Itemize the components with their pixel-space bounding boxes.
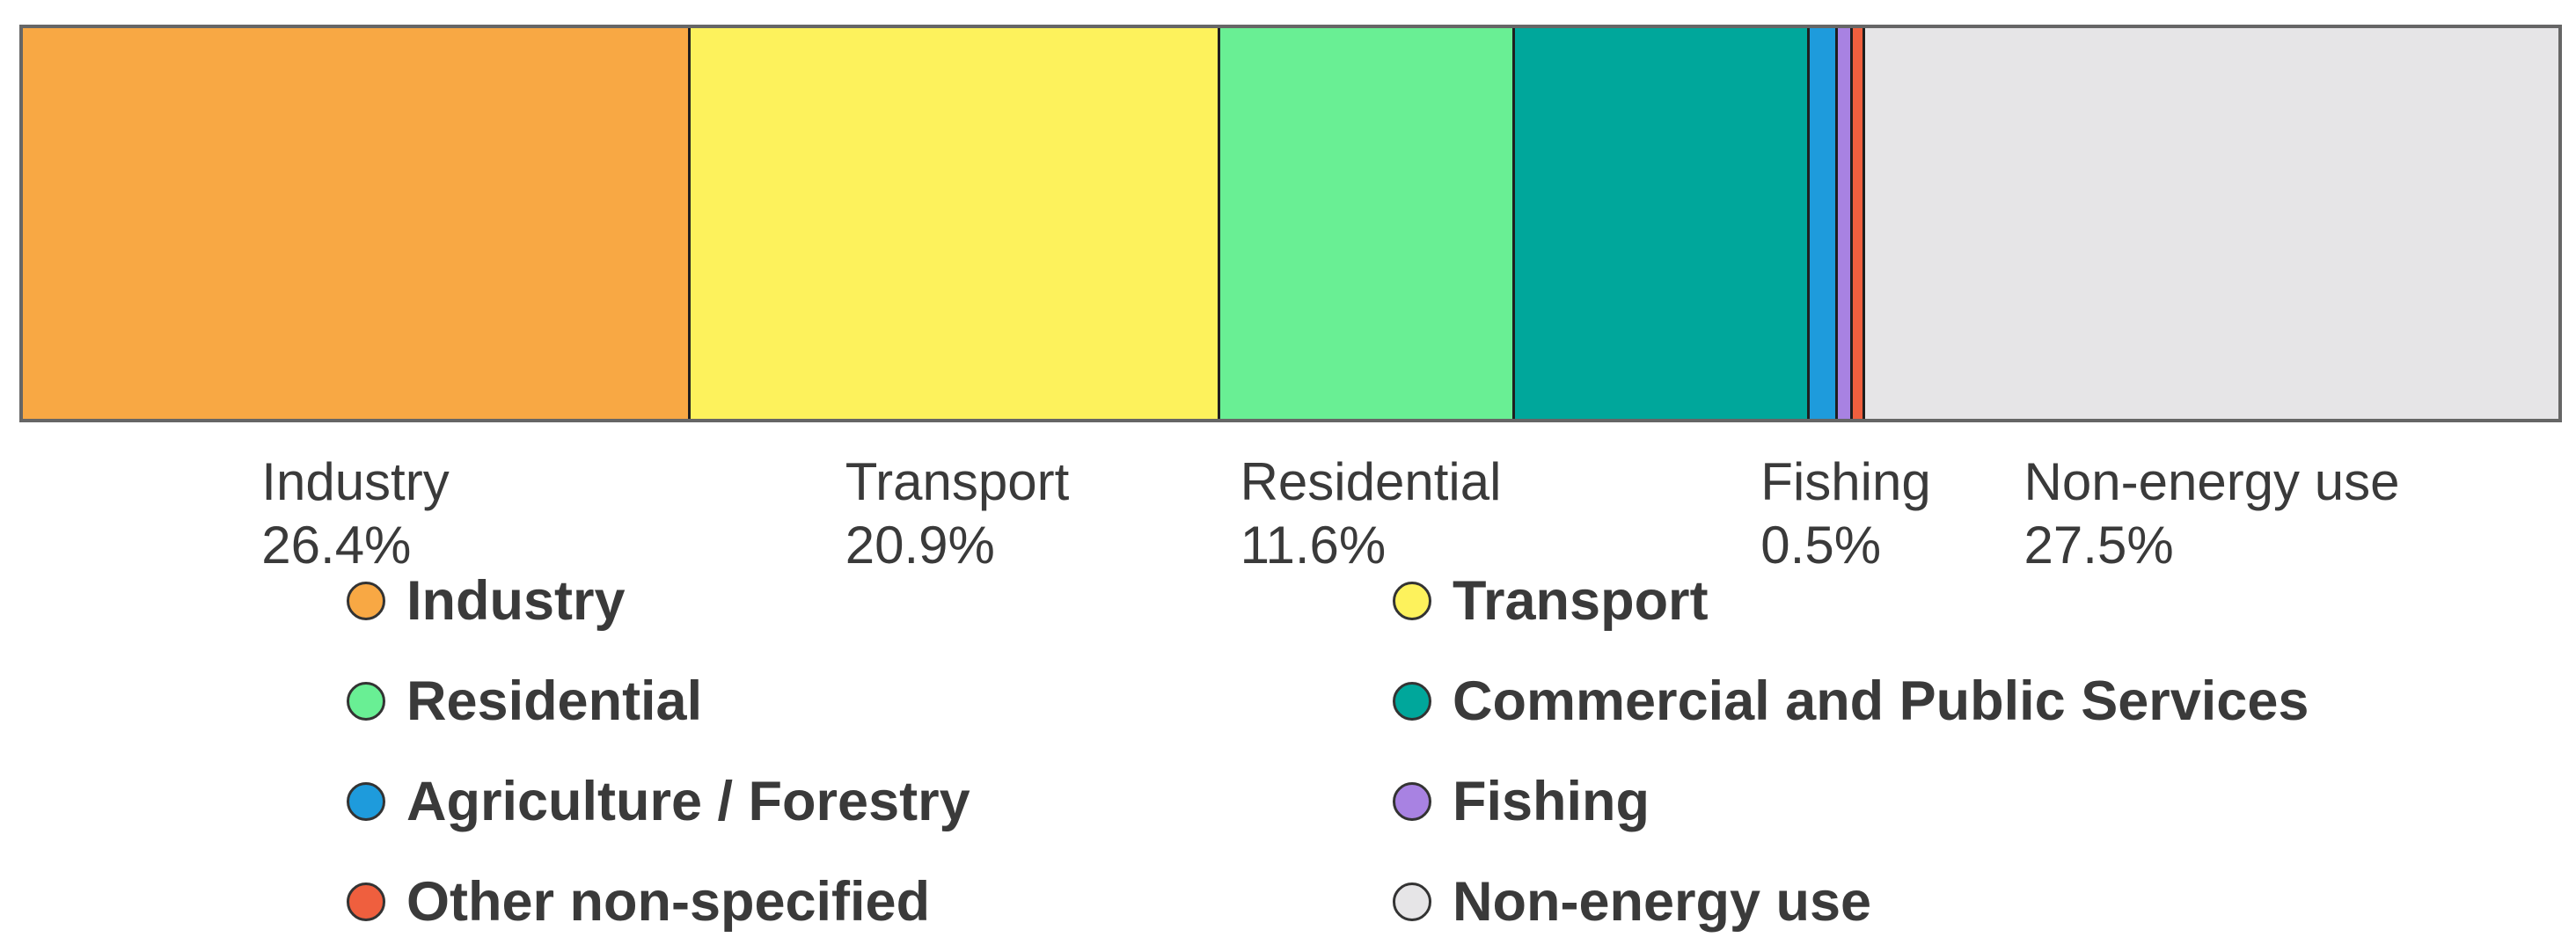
legend-column-1: Industry Residential Agriculture / Forestr…: [347, 551, 970, 952]
segment-label-name: Industry: [261, 452, 450, 511]
segment-label-residential: Residential 11.6%: [1240, 450, 1502, 577]
segment-label-industry: Industry 26.4%: [261, 450, 449, 577]
legend-label: Transport: [1453, 570, 1709, 632]
segment-label-percent: 26.4%: [261, 516, 412, 575]
legend-item-commercial-and-public-services[interactable]: Commercial and Public Services: [1393, 651, 2309, 751]
legend-label: Commercial and Public Services: [1453, 670, 2309, 732]
bar-segment-residential[interactable]: [1217, 28, 1512, 419]
legend-label: Other non-specified: [406, 871, 931, 933]
legend-item-fishing[interactable]: Fishing: [1393, 751, 2309, 852]
bar-segment-fishing[interactable]: [1834, 28, 1850, 419]
bar-segment-commercial-and-public-services[interactable]: [1511, 28, 1808, 419]
segment-label-percent: 20.9%: [845, 516, 995, 575]
legend-marker-commercial-and-public-services: [1393, 682, 1431, 721]
legend-item-industry[interactable]: Industry: [347, 551, 970, 651]
bar-segment-non-energy-use[interactable]: [1862, 28, 2558, 419]
legend-label: Fishing: [1453, 771, 1650, 832]
segment-label-percent: 27.5%: [2023, 516, 2174, 575]
legend-marker-transport: [1393, 582, 1431, 620]
legend-item-non-energy-use[interactable]: Non-energy use: [1393, 852, 2309, 952]
segment-label-percent: 11.6%: [1240, 516, 1387, 575]
segment-label-fishing: Fishing 0.5%: [1760, 450, 1930, 577]
legend-marker-other-non-specified: [347, 882, 385, 921]
segment-label-name: Fishing: [1760, 452, 1931, 511]
legend-item-transport[interactable]: Transport: [1393, 551, 2309, 651]
legend-label: Industry: [406, 570, 626, 632]
legend-marker-non-energy-use: [1393, 882, 1431, 921]
bar-segment-agriculture-forestry[interactable]: [1807, 28, 1835, 419]
legend-item-other-non-specified[interactable]: Other non-specified: [347, 852, 970, 952]
bar-segment-transport[interactable]: [688, 28, 1218, 419]
segment-label-non-energy-use: Non-energy use 27.5%: [2024, 450, 2400, 577]
segment-label-name: Non-energy use: [2023, 452, 2400, 511]
bar-segment-industry[interactable]: [23, 28, 689, 419]
segment-label-name: Transport: [845, 452, 1070, 511]
legend-marker-industry: [347, 582, 385, 620]
legend-column-2: Transport Commercial and Public Services F…: [1393, 551, 2309, 952]
segment-label-percent: 0.5%: [1760, 516, 1882, 575]
legend-marker-fishing: [1393, 782, 1431, 821]
legend-marker-residential: [347, 682, 385, 721]
legend-marker-agriculture-forestry: [347, 782, 385, 821]
stacked-bar: [19, 25, 2562, 422]
legend-item-residential[interactable]: Residential: [347, 651, 970, 751]
legend-item-agriculture-forestry[interactable]: Agriculture / Forestry: [347, 751, 970, 852]
bar-segment-other-non-specified[interactable]: [1849, 28, 1863, 419]
legend-label: Non-energy use: [1453, 871, 1872, 933]
legend-label: Agriculture / Forestry: [406, 771, 970, 832]
segment-label-transport: Transport 20.9%: [845, 450, 1070, 577]
segment-label-name: Residential: [1240, 452, 1502, 511]
legend-label: Residential: [406, 670, 703, 732]
